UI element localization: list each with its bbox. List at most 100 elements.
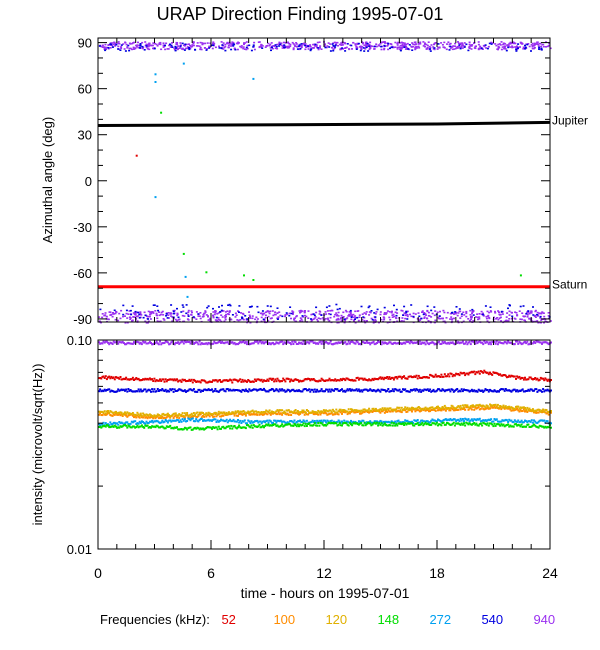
intensity-point xyxy=(470,370,473,373)
intensity-point xyxy=(468,340,471,343)
intensity-point xyxy=(536,377,539,380)
intensity-point xyxy=(385,423,387,426)
azimuth-point xyxy=(132,312,135,314)
intensity-point xyxy=(328,421,331,424)
intensity-point xyxy=(243,413,246,416)
azimuth-point xyxy=(383,318,386,321)
azimuth-point xyxy=(481,48,484,50)
intensity-point xyxy=(203,342,206,345)
azimuth-point xyxy=(393,304,395,307)
intensity-point xyxy=(385,377,387,380)
intensity-point xyxy=(294,409,297,411)
intensity-point xyxy=(209,380,212,383)
azimuth-point xyxy=(248,44,251,47)
intensity-point xyxy=(528,426,531,428)
intensity-point xyxy=(546,425,549,428)
intensity-point xyxy=(282,420,285,423)
y-axis-title: intensity (microvolt/sqrt(Hz)) xyxy=(30,364,45,526)
intensity-point xyxy=(157,414,160,416)
azimuth-point xyxy=(292,48,295,51)
intensity-point xyxy=(321,421,324,424)
intensity-point xyxy=(192,388,195,391)
azimuth-point xyxy=(260,316,263,319)
azimuth-point xyxy=(429,50,432,52)
intensity-point xyxy=(430,374,433,377)
intensity-point xyxy=(187,416,190,419)
intensity-point xyxy=(124,411,126,414)
intensity-point xyxy=(303,410,306,413)
intensity-point xyxy=(352,420,355,423)
intensity-point xyxy=(294,422,297,425)
azimuth-point xyxy=(506,44,509,47)
azimuth-point xyxy=(112,46,114,48)
intensity-point xyxy=(511,407,514,409)
intensity-point xyxy=(412,424,415,427)
azimuth-point xyxy=(514,311,517,313)
azimuth-point xyxy=(137,46,140,49)
intensity-point xyxy=(151,414,154,417)
intensity-point xyxy=(356,409,359,412)
intensity-point xyxy=(241,420,244,423)
azimuth-point xyxy=(470,48,473,50)
intensity-point xyxy=(301,411,304,414)
azimuth-point xyxy=(103,46,106,48)
intensity-point xyxy=(269,343,272,346)
intensity-point xyxy=(470,418,473,421)
intensity-point xyxy=(153,420,156,423)
azimuth-point xyxy=(332,42,335,44)
intensity-point xyxy=(327,379,330,382)
azimuth-point xyxy=(514,46,517,48)
intensity-point xyxy=(415,422,418,425)
intensity-point xyxy=(493,389,496,392)
azimuth-point xyxy=(184,47,187,50)
intensity-point xyxy=(302,419,305,422)
intensity-point xyxy=(109,390,112,393)
intensity-point xyxy=(376,420,378,423)
intensity-point xyxy=(173,388,176,391)
azimuth-point xyxy=(120,309,123,312)
intensity-point xyxy=(177,428,180,431)
azimuth-point xyxy=(187,309,190,312)
azimuth-point xyxy=(318,41,321,43)
azimuth-point xyxy=(351,315,353,318)
intensity-point xyxy=(430,423,433,426)
intensity-point xyxy=(330,422,333,424)
intensity-point xyxy=(519,420,522,423)
azimuth-point xyxy=(362,316,365,318)
azimuth-point xyxy=(245,41,248,43)
intensity-point xyxy=(107,376,109,379)
azimuth-point xyxy=(270,45,273,48)
intensity-point xyxy=(500,408,503,411)
intensity-point xyxy=(475,340,478,343)
intensity-point xyxy=(392,378,395,381)
intensity-point xyxy=(479,422,482,425)
intensity-point xyxy=(292,388,295,391)
intensity-point xyxy=(395,408,398,411)
intensity-point xyxy=(309,424,312,427)
intensity-point xyxy=(361,390,364,393)
intensity-point xyxy=(498,390,500,393)
intensity-point xyxy=(442,389,445,392)
intensity-point xyxy=(353,409,356,412)
intensity-point xyxy=(447,341,450,344)
intensity-point xyxy=(342,377,345,380)
intensity-point xyxy=(118,389,121,392)
intensity-point xyxy=(534,424,537,427)
intensity-point xyxy=(352,422,355,425)
intensity-point xyxy=(168,419,171,422)
azimuth-point xyxy=(214,310,217,312)
intensity-point xyxy=(385,410,387,413)
intensity-point xyxy=(166,414,169,417)
intensity-point xyxy=(185,427,187,430)
intensity-point xyxy=(381,422,384,425)
intensity-point xyxy=(156,425,159,428)
intensity-point xyxy=(533,419,535,422)
intensity-point xyxy=(249,422,252,424)
azimuth-point xyxy=(212,314,214,317)
azimuth-point xyxy=(517,47,519,49)
intensity-point xyxy=(327,410,330,413)
azimuth-point xyxy=(131,305,134,307)
azimuth-point xyxy=(144,41,147,43)
azimuth-point xyxy=(317,320,319,322)
intensity-point xyxy=(407,375,410,378)
